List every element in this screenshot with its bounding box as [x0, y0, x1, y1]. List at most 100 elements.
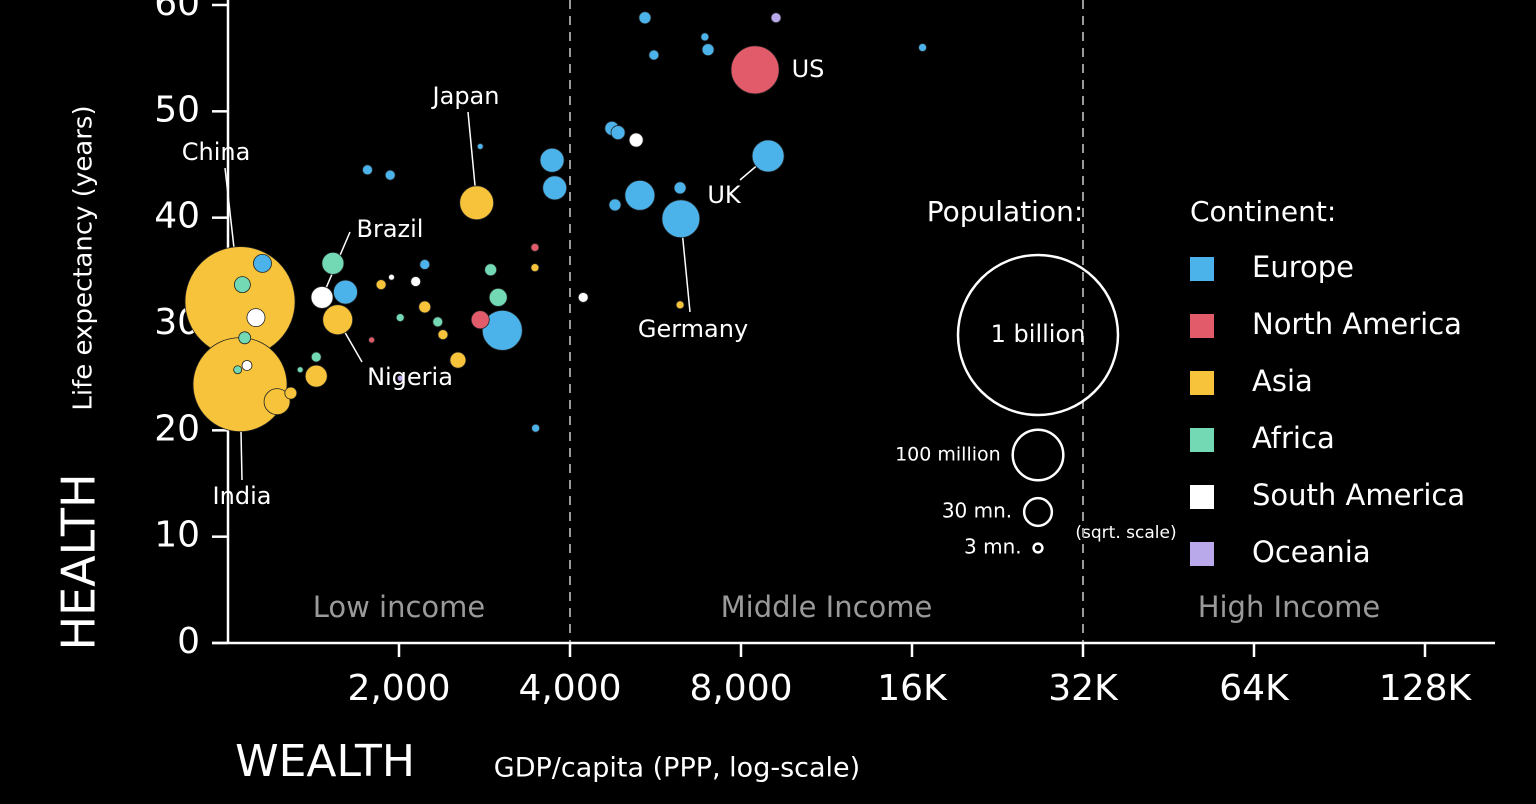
legend-label: Europe — [1252, 250, 1354, 284]
legend-label: Oceania — [1252, 535, 1371, 569]
bubble — [296, 366, 304, 374]
bubble — [238, 331, 252, 345]
bubble — [437, 329, 449, 341]
bubble — [304, 364, 328, 388]
legend-label: Asia — [1252, 364, 1313, 398]
size-legend-circle — [1032, 542, 1044, 554]
y-tick-label: 0 — [177, 621, 200, 662]
size-legend-label: 3 mn. — [964, 535, 1022, 559]
bubble — [284, 386, 298, 400]
bubble — [368, 336, 376, 344]
bubble — [310, 351, 322, 363]
point-label: Germany — [638, 315, 748, 343]
y-tick-label: 20 — [154, 408, 200, 449]
bubble — [419, 259, 431, 270]
bubble — [481, 309, 523, 351]
bubble — [531, 423, 541, 433]
bubble — [333, 279, 358, 305]
bubble — [241, 360, 253, 371]
y-tick-label: 40 — [154, 196, 200, 237]
region-label: Low income — [313, 590, 486, 624]
legend-swatch — [1190, 428, 1214, 452]
size-legend-circle — [1011, 428, 1065, 482]
bubble — [459, 185, 495, 221]
region-label: High Income — [1198, 590, 1381, 624]
bubble — [484, 263, 498, 277]
bubble — [395, 313, 405, 323]
bubble — [388, 273, 395, 281]
x-axis-title: WEALTH — [235, 736, 415, 787]
x-tick-label: 64K — [1219, 668, 1290, 709]
x-tick-label: 8,000 — [689, 668, 792, 709]
size-legend-label: 30 mn. — [942, 499, 1012, 523]
legend-swatch — [1190, 542, 1214, 566]
x-tick-label: 4,000 — [518, 668, 621, 709]
bubble — [577, 292, 589, 303]
bubble — [233, 365, 243, 375]
y-tick-label: 60 — [154, 0, 200, 24]
bubble — [449, 351, 467, 369]
bubble — [918, 43, 927, 52]
legend-title: Continent: — [1190, 195, 1336, 228]
bubble — [476, 143, 484, 150]
size-legend-circle — [1022, 496, 1054, 528]
y-axis-title: HEALTH — [52, 473, 106, 650]
point-label: Japan — [431, 82, 500, 110]
bubble — [610, 125, 626, 141]
bubble — [542, 175, 568, 201]
size-legend-label: 1 billion — [991, 320, 1086, 348]
legend-label: South America — [1252, 478, 1465, 512]
bubble — [530, 243, 540, 252]
bubble — [470, 310, 490, 330]
x-axis-label: GDP/capita (PPP, log-scale) — [494, 753, 860, 784]
point-label: UK — [707, 181, 742, 209]
bubble — [263, 388, 291, 416]
y-tick-label: 10 — [154, 515, 200, 556]
bubble — [410, 276, 422, 287]
region-label: Middle Income — [721, 590, 933, 624]
bubble — [700, 32, 710, 42]
x-tick-label: 2,000 — [347, 668, 450, 709]
legend-label: Africa — [1252, 421, 1335, 455]
legend-swatch — [1190, 314, 1214, 338]
bubble — [362, 164, 373, 176]
bubble — [638, 11, 652, 25]
point-label: India — [213, 482, 272, 510]
bubble — [192, 337, 288, 432]
legend-swatch — [1190, 257, 1214, 281]
point-label: China — [182, 138, 251, 166]
bubble — [432, 316, 444, 328]
size-legend-note: (sqrt. scale) — [1075, 523, 1176, 543]
bubble — [321, 251, 345, 275]
bubble — [530, 263, 540, 273]
legend-label: North America — [1252, 307, 1462, 341]
bubble — [488, 288, 508, 307]
bubble — [673, 181, 687, 195]
bubble — [628, 132, 644, 148]
bubble — [730, 45, 780, 95]
y-tick-label: 50 — [154, 89, 200, 130]
size-legend-title: Population: — [927, 195, 1084, 228]
size-legend-circle — [956, 253, 1120, 417]
bubble — [375, 279, 387, 291]
bubble — [253, 253, 272, 273]
legend-swatch — [1190, 371, 1214, 395]
x-tick-label: 128K — [1379, 668, 1473, 709]
bubble — [770, 12, 782, 24]
bubble — [233, 276, 251, 294]
bubble — [675, 300, 685, 310]
bubble — [310, 286, 334, 309]
x-tick-label: 16K — [877, 668, 948, 709]
bubble — [539, 147, 565, 173]
bubble — [384, 169, 396, 181]
x-tick-label: 32K — [1048, 668, 1119, 709]
bubble — [396, 374, 404, 382]
bubble — [624, 179, 656, 211]
point-label: US — [792, 55, 825, 83]
y-axis-label: Life expectancy (years) — [69, 105, 99, 410]
bubble — [648, 49, 660, 61]
size-legend-label: 100 million — [895, 444, 1001, 466]
bubble — [246, 308, 266, 328]
